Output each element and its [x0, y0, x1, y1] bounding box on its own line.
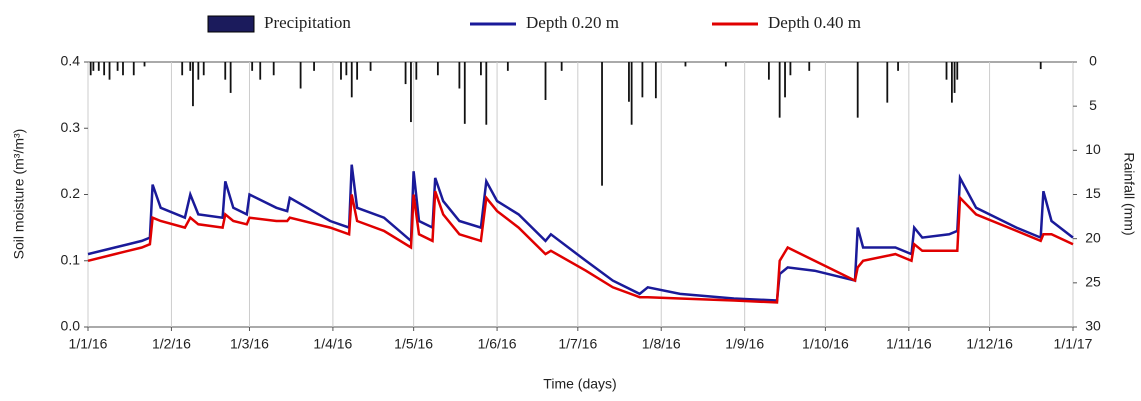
precipitation-bar	[345, 62, 348, 76]
x-tick-label: 1/4/16	[313, 336, 352, 352]
precipitation-bar	[886, 62, 889, 103]
precipitation-bar	[143, 62, 146, 67]
precipitation-bar	[544, 62, 547, 100]
y2-tick-label: 25	[1085, 274, 1101, 290]
precipitation-bar	[404, 62, 407, 85]
legend-label: Precipitation	[264, 13, 351, 32]
y-tick-label: 0.3	[61, 119, 81, 135]
precipitation-bar	[202, 62, 205, 76]
precipitation-bar	[224, 62, 227, 80]
x-axis-label: Time (days)	[543, 376, 616, 392]
precipitation-bar	[356, 62, 359, 80]
precipitation-bar	[601, 62, 603, 186]
precipitation-bar	[122, 62, 124, 76]
precipitation-bar	[197, 62, 200, 80]
y2-tick-label: 10	[1085, 141, 1101, 157]
y-tick-label: 0.4	[61, 53, 81, 69]
precipitation-bar	[485, 62, 488, 125]
precipitation-bar	[897, 62, 899, 71]
precipitation-bar	[132, 62, 135, 76]
precipitation-bar	[684, 62, 687, 67]
precipitation-bar	[410, 62, 412, 123]
x-tick-label: 1/3/16	[230, 336, 269, 352]
x-tick-label: 1/1/17	[1054, 336, 1093, 352]
y2-tick-label: 30	[1085, 318, 1101, 334]
precipitation-bar	[1039, 62, 1042, 70]
precipitation-bar	[259, 62, 262, 80]
x-tick-label: 1/8/16	[642, 336, 681, 352]
precipitation-bar	[229, 62, 232, 93]
precipitation-bar	[767, 62, 770, 80]
precipitation-bar	[415, 62, 418, 80]
x-tick-label: 1/10/16	[802, 336, 849, 352]
precipitation-bar	[480, 62, 482, 76]
legend-swatch	[207, 15, 255, 33]
precipitation-bar	[463, 62, 466, 124]
y2-axis-label: Rainfall (mm)	[1121, 152, 1137, 235]
precipitation-bar	[724, 62, 727, 67]
line-series	[87, 190, 1074, 304]
y-tick-label: 0.0	[61, 318, 81, 334]
precipitation-bar	[181, 62, 184, 76]
legend-label: Depth 0.20 m	[526, 13, 619, 32]
precipitation-bar	[92, 62, 95, 71]
precipitation-bar	[789, 62, 792, 76]
line-series	[87, 164, 1074, 302]
precipitation-bar	[299, 62, 302, 89]
y-axis-label: Soil moisture (m³/m³)	[11, 129, 27, 260]
precipitation-bar	[953, 62, 956, 93]
precipitation-bar	[856, 62, 859, 118]
x-tick-label: 1/7/16	[558, 336, 597, 352]
precipitation-bar	[369, 62, 372, 71]
precipitation-bar	[89, 62, 92, 76]
precipitation-bar	[189, 62, 192, 71]
x-tick-label: 1/5/16	[394, 336, 433, 352]
precipitation-bar	[436, 62, 439, 76]
precipitation-bar	[116, 62, 119, 71]
precipitation-bar	[313, 62, 315, 71]
precipitation-bar	[945, 62, 948, 80]
plot-frame	[87, 61, 1074, 328]
y2-tick-label: 20	[1085, 229, 1101, 245]
x-tick-label: 1/11/16	[886, 336, 932, 352]
precipitation-bar	[628, 62, 630, 102]
precipitation-bar	[458, 62, 461, 89]
legend-label: Depth 0.40 m	[768, 13, 861, 32]
precipitation-bar	[108, 62, 111, 80]
x-tick-label: 1/6/16	[478, 336, 517, 352]
y2-tick-label: 0	[1089, 53, 1097, 69]
precipitation-bar	[340, 62, 342, 80]
precipitation-bar	[506, 62, 509, 71]
precipitation-bar	[641, 62, 644, 98]
y2-tick-label: 5	[1089, 97, 1097, 113]
precipitation-bar	[560, 62, 563, 71]
precipitation-bar	[654, 62, 657, 99]
x-tick-label: 1/1/16	[69, 336, 108, 352]
y-tick-label: 0.2	[61, 185, 81, 201]
precipitation-bar	[808, 62, 811, 71]
precipitation-bar	[192, 62, 194, 107]
precipitation-bar	[251, 62, 254, 71]
y-tick-label: 0.1	[61, 251, 81, 267]
precipitation-bar	[97, 62, 100, 71]
precipitation-bar	[784, 62, 786, 98]
y2-tick-label: 15	[1085, 185, 1101, 201]
x-tick-label: 1/2/16	[152, 336, 191, 352]
x-tick-label: 1/12/16	[966, 336, 1013, 352]
precipitation-bar	[272, 62, 275, 76]
x-tick-label: 1/9/16	[725, 336, 764, 352]
precipitation-bar	[956, 62, 959, 80]
precipitation-bar	[950, 62, 953, 103]
precipitation-bar	[103, 62, 106, 76]
precipitation-bar	[350, 62, 353, 98]
precipitation-bar	[778, 62, 781, 118]
precipitation-bar	[630, 62, 633, 125]
